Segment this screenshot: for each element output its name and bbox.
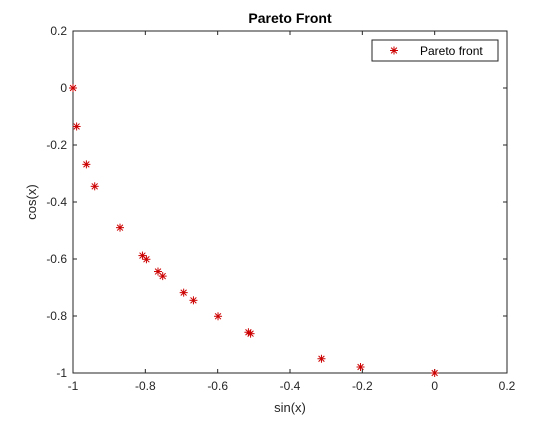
x-tick-label: -0.8: [135, 379, 156, 393]
legend: Pareto front: [371, 39, 499, 62]
data-point: [72, 122, 81, 131]
y-tick-label: -0.6: [46, 252, 67, 266]
data-point: [356, 363, 365, 372]
y-tick-label: -0.8: [46, 309, 67, 323]
x-tick-label: 0.2: [499, 379, 516, 393]
data-point: [189, 296, 198, 305]
data-point: [244, 328, 253, 337]
legend-marker-asterisk: [390, 46, 398, 55]
data-point: [430, 369, 439, 377]
legend-label: Pareto front: [420, 44, 483, 58]
data-point: [246, 329, 255, 338]
legend-box: [371, 39, 499, 62]
legend-marker: [390, 46, 398, 55]
y-tick-label: 0: [60, 81, 67, 95]
y-axis: -1 -0.8 -0.6 -0.4 -0.2 0 0.2: [46, 24, 507, 380]
x-tick-label: -1: [68, 379, 79, 393]
y-tick-label: 0.2: [50, 24, 67, 38]
data-point: [317, 354, 326, 363]
data-point: [90, 182, 99, 191]
data-point: [158, 272, 167, 281]
data-point: [142, 255, 151, 264]
chart-title: Pareto Front: [248, 10, 332, 26]
data-point: [82, 160, 91, 169]
y-tick-label: -0.4: [46, 195, 67, 209]
data-point: [179, 288, 188, 297]
x-axis: -1 -0.8 -0.6 -0.4 -0.2 0 0.2: [68, 31, 516, 393]
y-tick-label: -0.2: [46, 138, 67, 152]
x-axis-label: sin(x): [274, 400, 306, 415]
data-point: [69, 84, 77, 92]
x-tick-label: -0.4: [280, 379, 301, 393]
y-axis-label: cos(x): [24, 184, 39, 219]
data-point: [116, 223, 125, 232]
data-points: [69, 84, 439, 377]
x-tick-label: -0.2: [352, 379, 373, 393]
y-tick-label: -1: [56, 366, 67, 380]
x-tick-label: 0: [431, 379, 438, 393]
plot-area: [72, 30, 508, 374]
x-tick-label: -0.6: [207, 379, 228, 393]
data-point: [214, 312, 223, 321]
